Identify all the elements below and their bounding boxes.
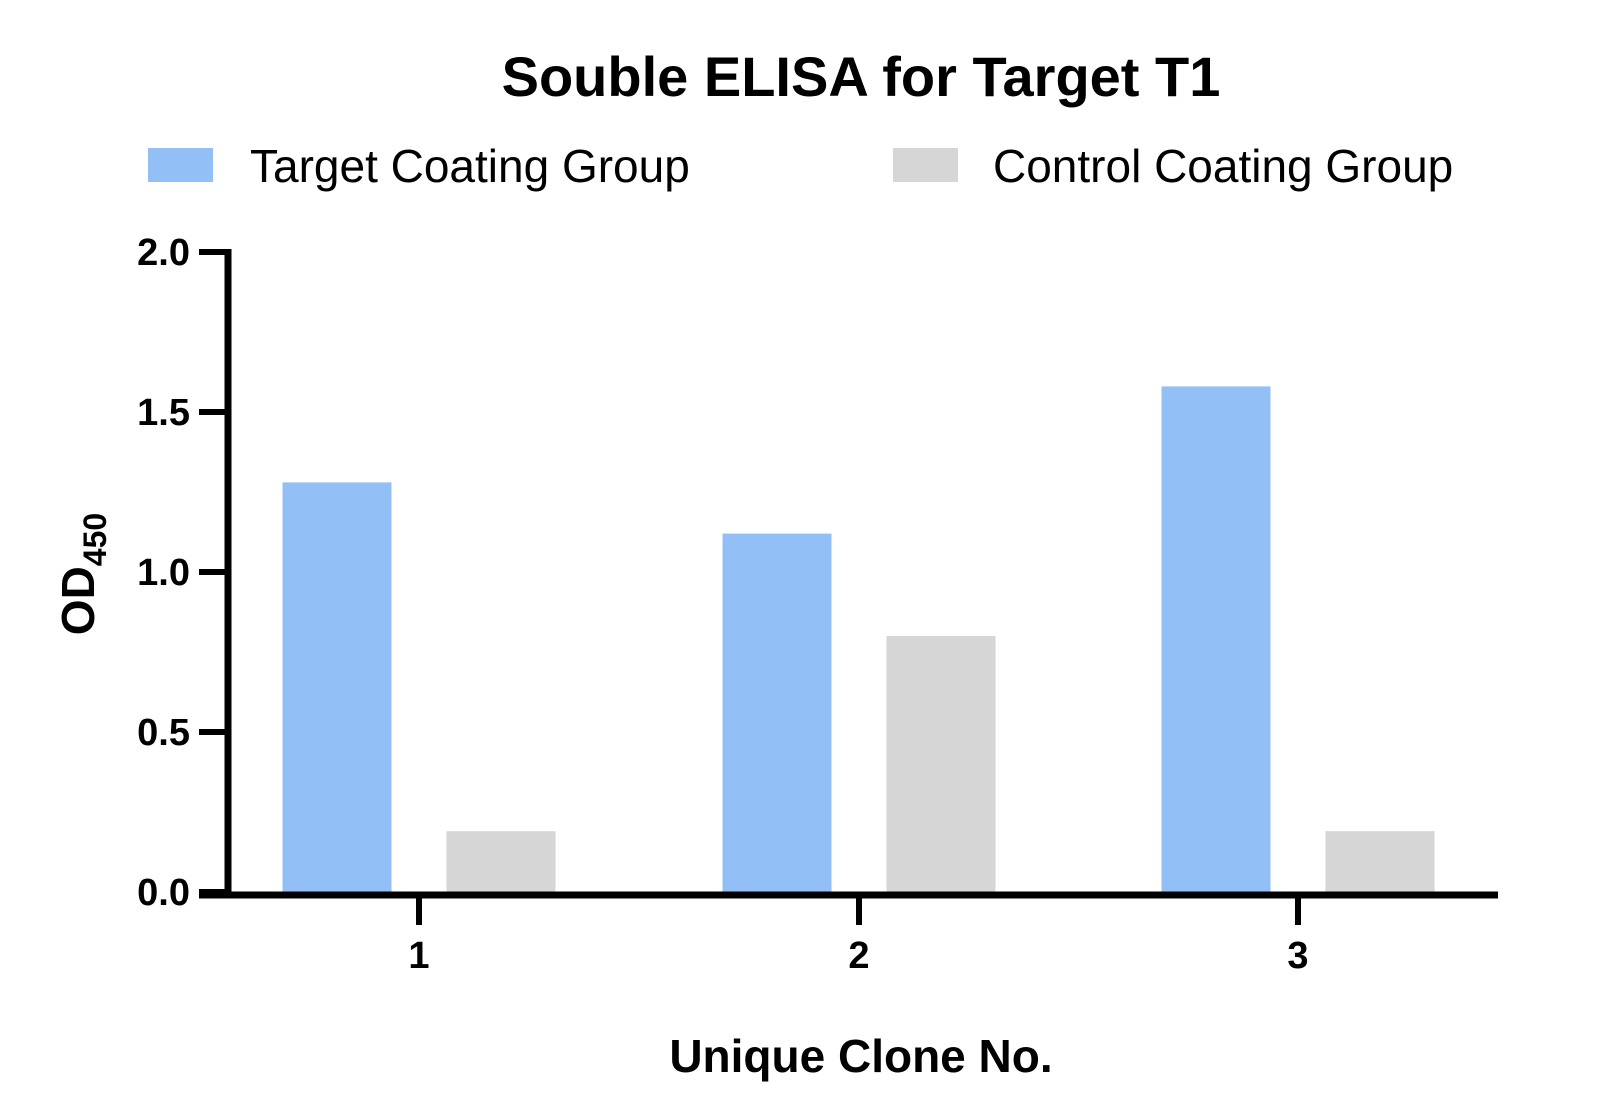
bar-control-clone-2 bbox=[886, 636, 996, 892]
bar-target-clone-2 bbox=[722, 533, 832, 892]
svg-text:OD450: OD450 bbox=[52, 513, 113, 635]
y-tick-label: 0.0 bbox=[137, 872, 190, 914]
bar-target-clone-3 bbox=[1161, 386, 1271, 892]
y-tick-label: 1.5 bbox=[137, 392, 190, 434]
legend-label-control: Control Coating Group bbox=[993, 140, 1453, 192]
y-tick-label: 2.0 bbox=[137, 232, 190, 274]
y-axis-title-main: OD bbox=[52, 566, 104, 635]
bars bbox=[282, 386, 1435, 892]
x-tick-label: 3 bbox=[1287, 935, 1308, 977]
x-axis-ticks: 1 2 3 bbox=[408, 895, 1309, 977]
y-tick-label: 0.5 bbox=[137, 712, 190, 754]
x-tick-label: 1 bbox=[408, 935, 429, 977]
y-axis-title-subscript: 450 bbox=[77, 513, 113, 566]
y-tick-label: 1.0 bbox=[137, 552, 190, 594]
legend: Target Coating Group Control Coating Gro… bbox=[148, 140, 1453, 192]
y-axis-title: OD450 bbox=[52, 513, 113, 635]
bar-control-clone-1 bbox=[446, 831, 556, 892]
x-axis-title: Unique Clone No. bbox=[669, 1030, 1052, 1082]
x-tick-label: 2 bbox=[848, 935, 869, 977]
bar-control-clone-3 bbox=[1325, 831, 1435, 892]
chart-title: Souble ELISA for Target T1 bbox=[502, 45, 1221, 108]
legend-swatch-control bbox=[893, 148, 958, 182]
y-axis-ticks: 0.0 0.5 1.0 1.5 2.0 bbox=[137, 232, 228, 914]
bar-target-clone-1 bbox=[282, 482, 392, 892]
legend-label-target: Target Coating Group bbox=[250, 140, 690, 192]
legend-swatch-target bbox=[148, 148, 213, 182]
